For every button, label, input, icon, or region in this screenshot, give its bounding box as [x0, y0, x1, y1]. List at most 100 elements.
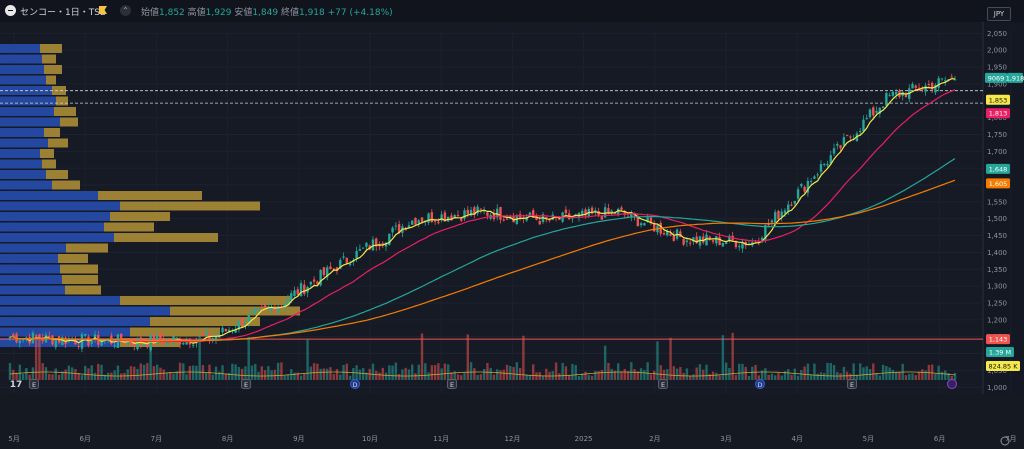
event-marker-label: E [32, 381, 36, 389]
split-event-icon [947, 379, 957, 389]
candle-body [312, 279, 316, 282]
volume-bar [103, 374, 107, 380]
candle-body [437, 221, 440, 224]
volume-series [8, 332, 957, 380]
volume-profile-bar-down [44, 65, 62, 74]
volume-bar [476, 374, 479, 380]
candle-body [201, 332, 205, 337]
candle-body [283, 303, 286, 307]
volume-bar [496, 369, 499, 380]
event-marker-label: E [661, 381, 665, 389]
candle-body [865, 118, 868, 120]
volume-profile-bar-down [130, 327, 220, 337]
candle-body [473, 207, 476, 216]
volume-bar [669, 337, 672, 380]
currency-selector[interactable]: JPY [987, 7, 1011, 21]
time-tick-label: 8月 [222, 435, 233, 443]
volume-profile-bar-up [0, 191, 98, 200]
volume-bar [93, 372, 97, 380]
volume-bar [165, 372, 169, 380]
candle-body [783, 210, 787, 214]
candle-body [453, 215, 456, 219]
flag-icon[interactable] [99, 6, 107, 14]
symbol-header: センコー・1日・TSE ⌃ 始値1,852 高値1,929 安値1,849 終値… [0, 0, 1024, 22]
high-value: 1,929 [205, 8, 232, 18]
candle-body [832, 148, 836, 154]
volume-bar [51, 374, 54, 380]
candle-body [652, 223, 656, 232]
volume-bar [25, 368, 28, 380]
volume-profile-bar-up [0, 159, 42, 169]
candle-body [888, 95, 891, 97]
volume-bar [397, 373, 401, 380]
candle-body [172, 336, 175, 343]
volume-profile-bar-up [0, 170, 46, 179]
candle-body [764, 224, 767, 240]
volume-profile-bar-up [0, 149, 40, 158]
volume-bar [267, 366, 270, 380]
candle-body [355, 250, 358, 259]
candle-body [450, 215, 453, 221]
candle-body [636, 216, 640, 227]
candle-body [93, 334, 97, 339]
candle-body [394, 225, 398, 227]
volume-bar [283, 375, 286, 380]
volume-bar [365, 372, 368, 380]
price-tick-label: 1,200 [987, 316, 1007, 324]
volume-bar [191, 365, 195, 380]
volume-bar [551, 371, 555, 380]
volume-bar [218, 371, 221, 380]
volume-bar [724, 362, 728, 380]
candle-body [397, 224, 401, 234]
volume-profile-bar-down [48, 138, 68, 148]
volume-bar [505, 364, 509, 380]
volume-bar [352, 367, 355, 380]
candle-body [881, 106, 885, 109]
volume-profile-bar-up [0, 65, 44, 74]
volume-profile-bar-up [0, 212, 110, 221]
candle-body [116, 334, 120, 348]
volume-bar [832, 365, 836, 380]
candle-body [270, 306, 273, 310]
volume-bar [594, 370, 597, 380]
volume-bar [417, 364, 420, 380]
volume-bar [770, 373, 774, 380]
volume-bar [718, 375, 721, 380]
volume-bar [620, 371, 623, 380]
symbol-label[interactable]: センコー・1日・TSE [20, 8, 106, 18]
volume-bar [924, 370, 927, 380]
candle-body [698, 236, 702, 246]
volume-bar [787, 369, 790, 380]
price-tick-label: 1,550 [987, 198, 1007, 206]
candle-body [581, 210, 584, 216]
volume-bar [930, 364, 934, 380]
volume-bar [947, 373, 950, 380]
volume-bar [31, 367, 35, 380]
candle-body [646, 217, 649, 222]
volume-bar [842, 366, 846, 380]
volume-bar [695, 367, 698, 380]
candle-body [649, 217, 653, 224]
candle-body [666, 231, 669, 236]
candle-body [381, 243, 384, 245]
event-marker: D [350, 379, 360, 389]
candle-body [191, 344, 195, 346]
volume-bar [688, 375, 692, 380]
volume-bar [116, 365, 120, 380]
volume-bar [839, 373, 842, 380]
volume-bar [404, 367, 407, 380]
candle-body [126, 340, 129, 345]
volume-profile-bar-down [44, 128, 60, 137]
candle-body [198, 335, 201, 337]
price-tag-bg [986, 334, 1010, 345]
volume-bar [388, 365, 391, 380]
volume-bar [335, 369, 339, 380]
candle-body [679, 231, 682, 237]
candle-body [610, 210, 613, 213]
volume-bar [240, 368, 244, 380]
collapse-icon[interactable]: ⌃ [120, 5, 131, 16]
volume-profile-bar-up [0, 138, 48, 148]
price-tag-bg [985, 72, 1007, 83]
volume-bar [829, 363, 832, 380]
